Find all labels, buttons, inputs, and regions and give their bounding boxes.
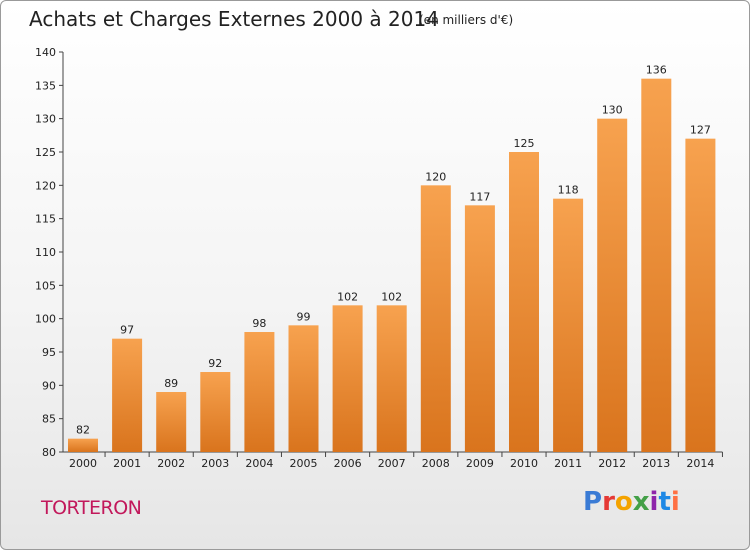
x-tick-label: 2008 [422, 457, 450, 470]
bar [112, 338, 143, 452]
bar [332, 305, 363, 452]
y-tick-label: 140 [35, 46, 56, 59]
logo-letter: t [658, 487, 671, 517]
bar [420, 185, 451, 453]
bar [509, 152, 539, 452]
data-label: 92 [208, 357, 222, 370]
x-tick-label: 2000 [69, 457, 97, 470]
logo-letter: r [602, 487, 615, 517]
data-label: 82 [76, 424, 90, 437]
y-tick-label: 115 [35, 213, 56, 226]
x-tick-label: 2001 [113, 457, 141, 470]
data-label: 125 [514, 137, 535, 150]
data-label: 118 [558, 184, 579, 197]
logo-letter: P [583, 487, 603, 517]
logo-letter: i [649, 487, 659, 517]
x-tick-label: 2014 [686, 457, 714, 470]
bar [200, 372, 231, 452]
data-label: 117 [469, 190, 490, 203]
data-label: 102 [381, 290, 402, 303]
bar [376, 305, 407, 452]
chart-unit: (en milliers d'€) [419, 13, 514, 27]
data-label: 102 [337, 290, 358, 303]
y-tick-label: 90 [42, 379, 56, 392]
proxiti-logo[interactable]: Proxiti [583, 487, 680, 517]
y-tick-label: 110 [35, 246, 56, 259]
commune-name: TORTERON [41, 497, 142, 519]
x-tick-label: 2012 [598, 457, 626, 470]
y-tick-label: 95 [42, 346, 56, 359]
bar [288, 325, 319, 452]
y-tick-label: 130 [35, 113, 56, 126]
data-label: 130 [602, 104, 623, 117]
x-tick-label: 2002 [157, 457, 185, 470]
x-tick-label: 2007 [378, 457, 406, 470]
chart-title: Achats et Charges Externes 2000 à 2014 [29, 7, 439, 31]
logo-letter: x [632, 487, 650, 517]
x-tick-label: 2011 [554, 457, 582, 470]
y-tick-label: 100 [35, 313, 56, 326]
y-tick-label: 125 [35, 146, 56, 159]
bar [685, 138, 716, 452]
x-tick-label: 2005 [290, 457, 318, 470]
data-label: 120 [425, 170, 446, 183]
data-label: 98 [252, 317, 266, 330]
data-label: 127 [690, 124, 711, 137]
y-tick-label: 105 [35, 279, 56, 292]
bar [156, 392, 187, 452]
y-tick-label: 80 [42, 446, 56, 459]
y-tick-label: 135 [35, 79, 56, 92]
data-label: 97 [120, 324, 134, 337]
x-tick-label: 2004 [245, 457, 273, 470]
y-tick-label: 85 [42, 413, 56, 426]
bar [68, 438, 98, 452]
bar [553, 198, 584, 452]
logo-letter: o [614, 487, 633, 517]
x-tick-label: 2013 [642, 457, 670, 470]
data-label: 136 [646, 64, 667, 77]
data-label: 89 [164, 377, 178, 390]
bar [464, 205, 495, 452]
bar [597, 118, 628, 453]
bar [641, 78, 672, 453]
y-tick-label: 120 [35, 179, 56, 192]
x-tick-label: 2009 [466, 457, 494, 470]
data-label: 99 [297, 310, 311, 323]
x-tick-label: 2006 [334, 457, 362, 470]
bar [244, 332, 275, 452]
logo-letter: i [670, 487, 680, 517]
x-tick-label: 2003 [201, 457, 229, 470]
x-tick-label: 2010 [510, 457, 538, 470]
